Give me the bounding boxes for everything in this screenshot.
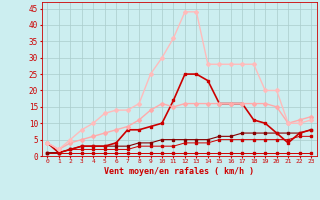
X-axis label: Vent moyen/en rafales ( km/h ): Vent moyen/en rafales ( km/h )	[104, 167, 254, 176]
